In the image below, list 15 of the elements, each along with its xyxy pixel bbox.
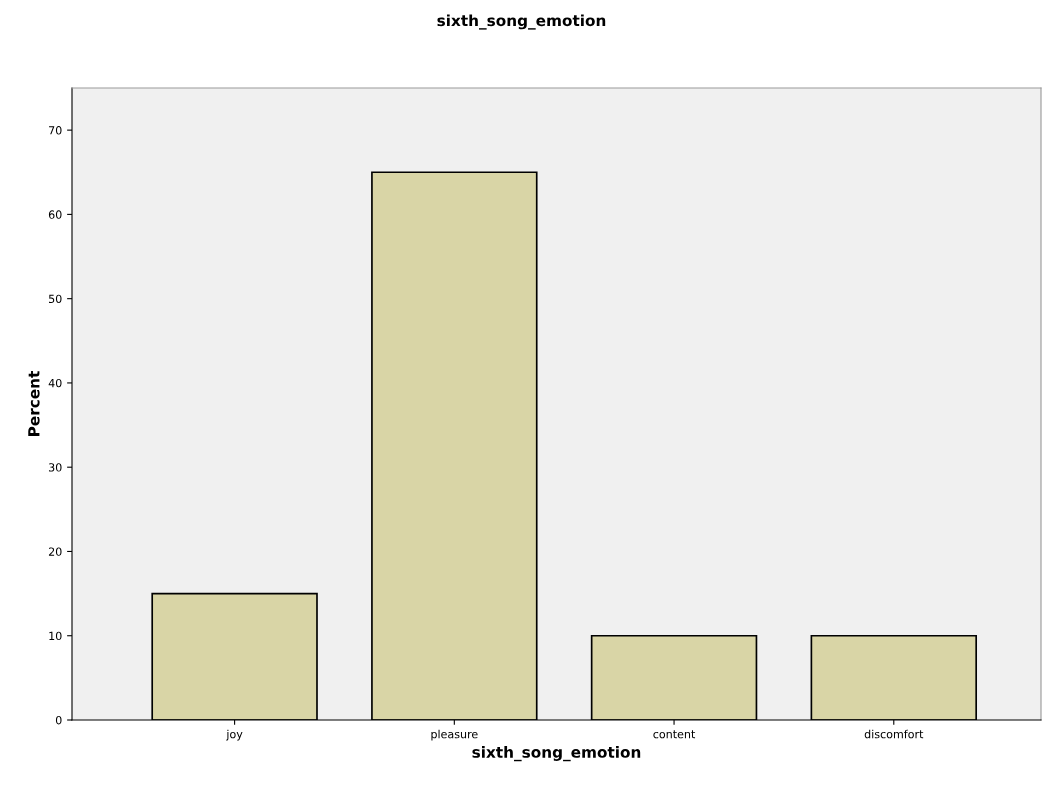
y-tick-label: 10: [49, 631, 62, 641]
y-tick-label: 50: [49, 294, 62, 304]
y-tick-label: 40: [48, 378, 62, 388]
x-tick-label: content: [653, 730, 696, 739]
y-tick-label: 20: [48, 547, 62, 556]
y-tick-label: 70: [49, 126, 62, 135]
y-tick-label: 0: [55, 715, 62, 725]
x-tick-label: joy: [226, 729, 243, 741]
x-tick-label: pleasure: [431, 729, 478, 741]
y-axis-title: Percent: [28, 371, 40, 436]
chart-title: sixth_song_emotion: [437, 14, 606, 30]
y-tick-label: 60: [48, 210, 62, 219]
y-tick-label: 30: [48, 463, 62, 472]
x-tick-label: discomfort: [864, 729, 924, 739]
x-axis-title: sixth_song_emotion: [472, 746, 641, 762]
